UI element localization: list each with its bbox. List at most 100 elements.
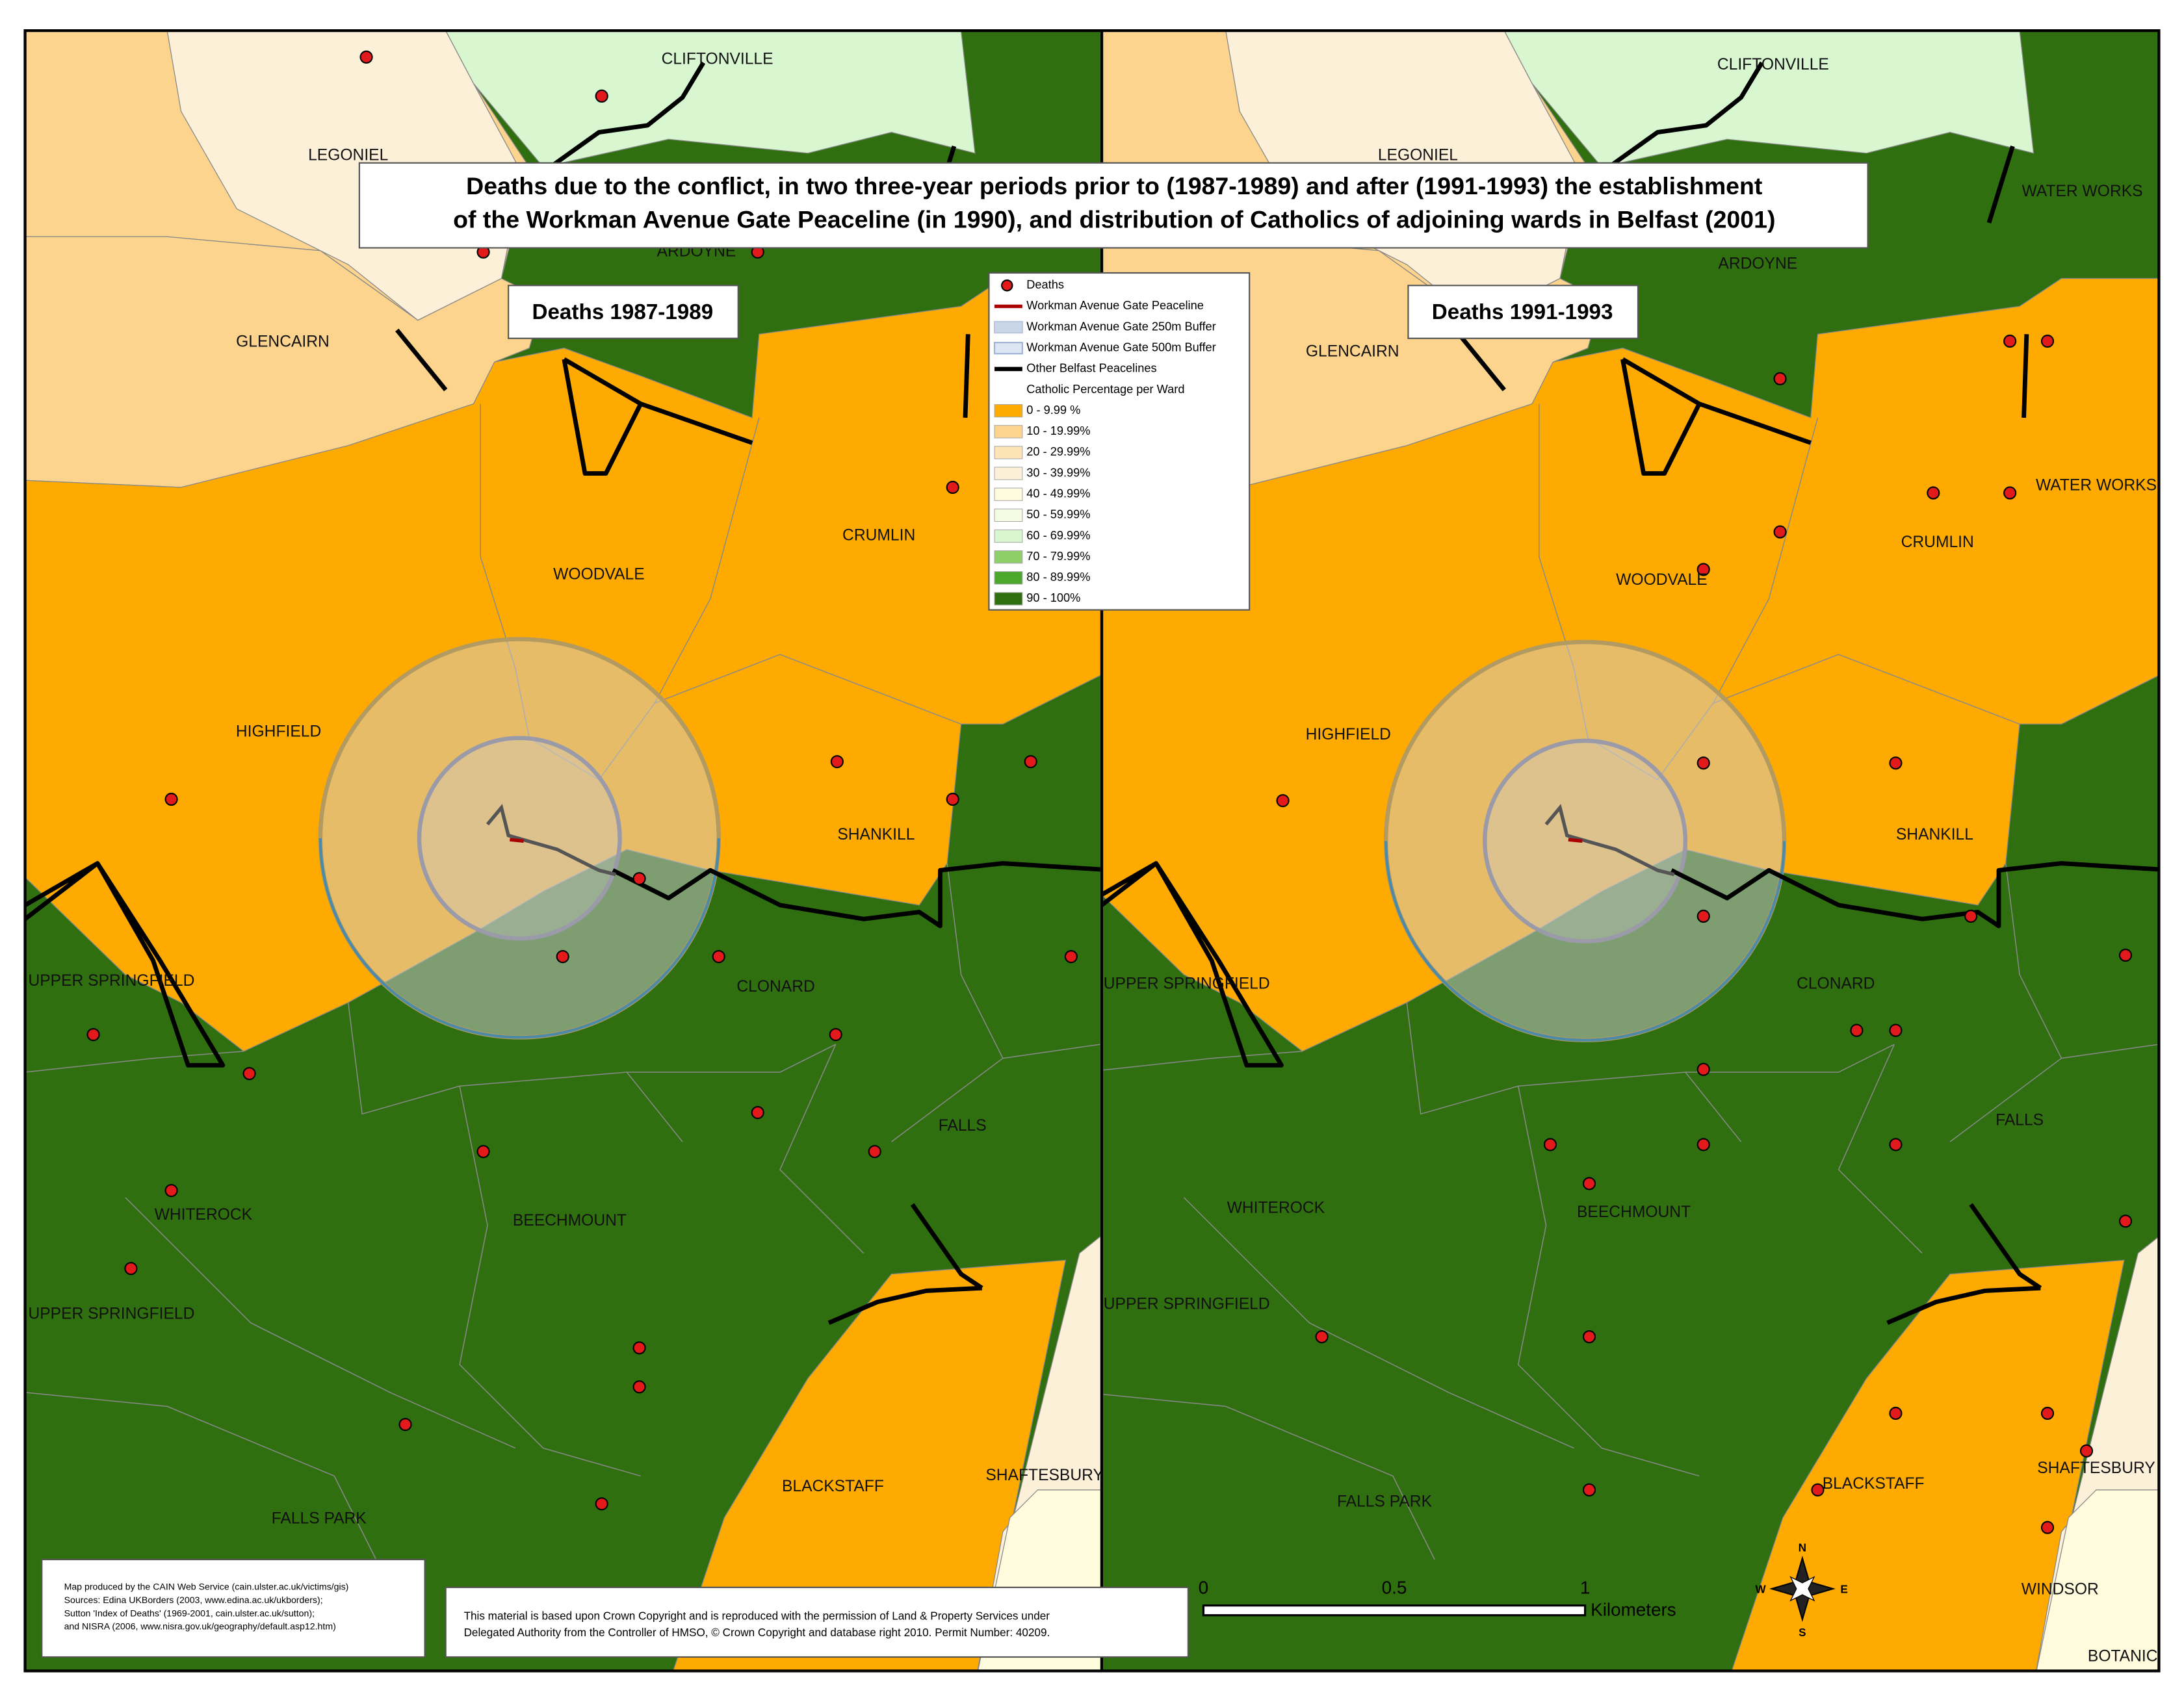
peaceline — [562, 359, 753, 476]
panel-label-box — [1407, 285, 1639, 339]
death — [1315, 1330, 1329, 1344]
ward-boundary — [1838, 1044, 1923, 1254]
legend-swatch — [994, 446, 1023, 459]
legend-label: Other Belfast Peacelines — [1026, 362, 1156, 375]
map-panel: CLIFTONVILLE LEGONIEL WATER WORKS ARDOYNE GL… — [1103, 31, 2159, 1671]
ward-label: CRUMLIN — [842, 527, 915, 545]
death — [2003, 486, 2017, 500]
workman-peaceline — [1568, 838, 1583, 843]
credits-text: and NISRA (2006, www.nisra.gov.uk/geogra… — [64, 1621, 336, 1632]
ward-label: BOTANIC — [1030, 1673, 1100, 1690]
death — [595, 89, 608, 103]
legend-swatch — [994, 571, 1023, 585]
ward-label: UPPER SPRINGFIELD — [1104, 1295, 1270, 1313]
ward-fill — [1503, 31, 2034, 168]
death — [2040, 1406, 2055, 1420]
ward-label: CLIFTONVILLE — [1717, 56, 1829, 73]
death — [1543, 1138, 1557, 1151]
death — [476, 1145, 490, 1159]
ward-boundary — [125, 1197, 516, 1449]
scale-unit: Kilometers — [1591, 1600, 1676, 1620]
peaceline — [563, 357, 642, 406]
death — [632, 1380, 646, 1394]
ward-label: WOODVALE — [1616, 571, 1707, 589]
death — [359, 50, 373, 64]
death — [1927, 486, 1940, 500]
workman-peaceline — [486, 804, 616, 877]
workman-peaceline — [1544, 804, 1675, 877]
death — [2003, 334, 2017, 348]
peaceline — [910, 1203, 983, 1290]
ward-label: WATER WORKS — [2022, 183, 2143, 200]
credits-text: Map produced by the CAIN Web Service (ca… — [64, 1582, 349, 1592]
peaceline — [395, 328, 448, 392]
legend-buffer — [993, 320, 1023, 334]
buffer-edge — [1384, 841, 1786, 1042]
ward-label: LEGONIEL — [1378, 147, 1458, 164]
ward-boundary — [1183, 1197, 1574, 1449]
peaceline — [1969, 1203, 2042, 1290]
legend-label: Deaths — [1026, 278, 1064, 291]
death — [1582, 1330, 1596, 1344]
peaceline — [827, 1285, 982, 1325]
legend-label: 30 - 39.99% — [1026, 466, 1090, 479]
ward-boundary — [25, 1392, 377, 1560]
death — [946, 792, 959, 806]
legend-buffer — [993, 342, 1023, 355]
legend-swatch — [994, 508, 1023, 522]
ward-boundary — [1517, 1086, 1700, 1477]
legend-label: Workman Avenue Gate 500m Buffer — [1026, 341, 1216, 354]
compass-letter: S — [1799, 1626, 1806, 1639]
workman-peaceline — [510, 838, 524, 843]
legend-swatch — [994, 487, 1023, 501]
copyright-box — [445, 1586, 1189, 1658]
ward-label: BEECHMOUNT — [1577, 1203, 1691, 1221]
ward-label: CLONARD — [1797, 975, 1875, 993]
ward-label: CLIFTONVILLE — [662, 51, 774, 68]
legend-label: Workman Avenue Gate 250m Buffer — [1026, 320, 1216, 333]
death — [2079, 1444, 2094, 1458]
ward-label: WOODVALE — [553, 566, 644, 584]
ward-label: FALLS — [939, 1117, 987, 1135]
credits-box — [41, 1558, 426, 1658]
death — [830, 755, 844, 769]
peacelines — [1103, 61, 2159, 1325]
ward-label: CRUMLIN — [1901, 533, 1974, 551]
legend-label: 60 - 69.99% — [1026, 529, 1090, 542]
death — [946, 480, 959, 495]
credits-text: Sources: Edina UKBorders (2003, www.edin… — [64, 1595, 323, 1605]
compass-letter: N — [1799, 1541, 1806, 1554]
scale-label: 0 — [1199, 1577, 1209, 1597]
scale-label: 1 — [1580, 1577, 1591, 1597]
peaceline — [2022, 334, 2029, 418]
peaceline — [1620, 359, 1812, 476]
death — [1582, 1177, 1596, 1190]
legend-swatch — [994, 467, 1023, 480]
chart-title: Deaths due to the conflict, in two three… — [466, 172, 1763, 199]
death — [1889, 1138, 1903, 1151]
chart-title: of the Workman Avenue Gate Peaceline (in… — [453, 206, 1775, 233]
death — [2040, 1521, 2055, 1534]
death — [712, 950, 725, 964]
death — [829, 1028, 842, 1042]
peaceline — [1453, 328, 1506, 392]
ward-label: BLACKSTAFF — [782, 1478, 884, 1495]
scale-bar — [1202, 1604, 1587, 1617]
legend-heading: Catholic Percentage per Ward — [1026, 383, 1184, 396]
ward-label: HIGHFIELD — [236, 723, 321, 741]
ward-label: FALLS PARK — [1337, 1493, 1433, 1511]
death — [1696, 1062, 1710, 1076]
ward-label: LEGONIEL — [308, 147, 388, 164]
ward-label: FALLS PARK — [272, 1510, 367, 1527]
ward-boundary — [459, 1086, 641, 1477]
death — [1696, 563, 1710, 576]
peaceline — [549, 61, 706, 169]
death — [1582, 1483, 1596, 1497]
buffer-edge — [318, 838, 720, 1039]
panel-label-box — [508, 285, 739, 339]
legend-label: Workman Avenue Gate Peaceline — [1026, 299, 1204, 312]
ward-fill — [1490, 0, 1532, 31]
death — [1889, 756, 1903, 770]
